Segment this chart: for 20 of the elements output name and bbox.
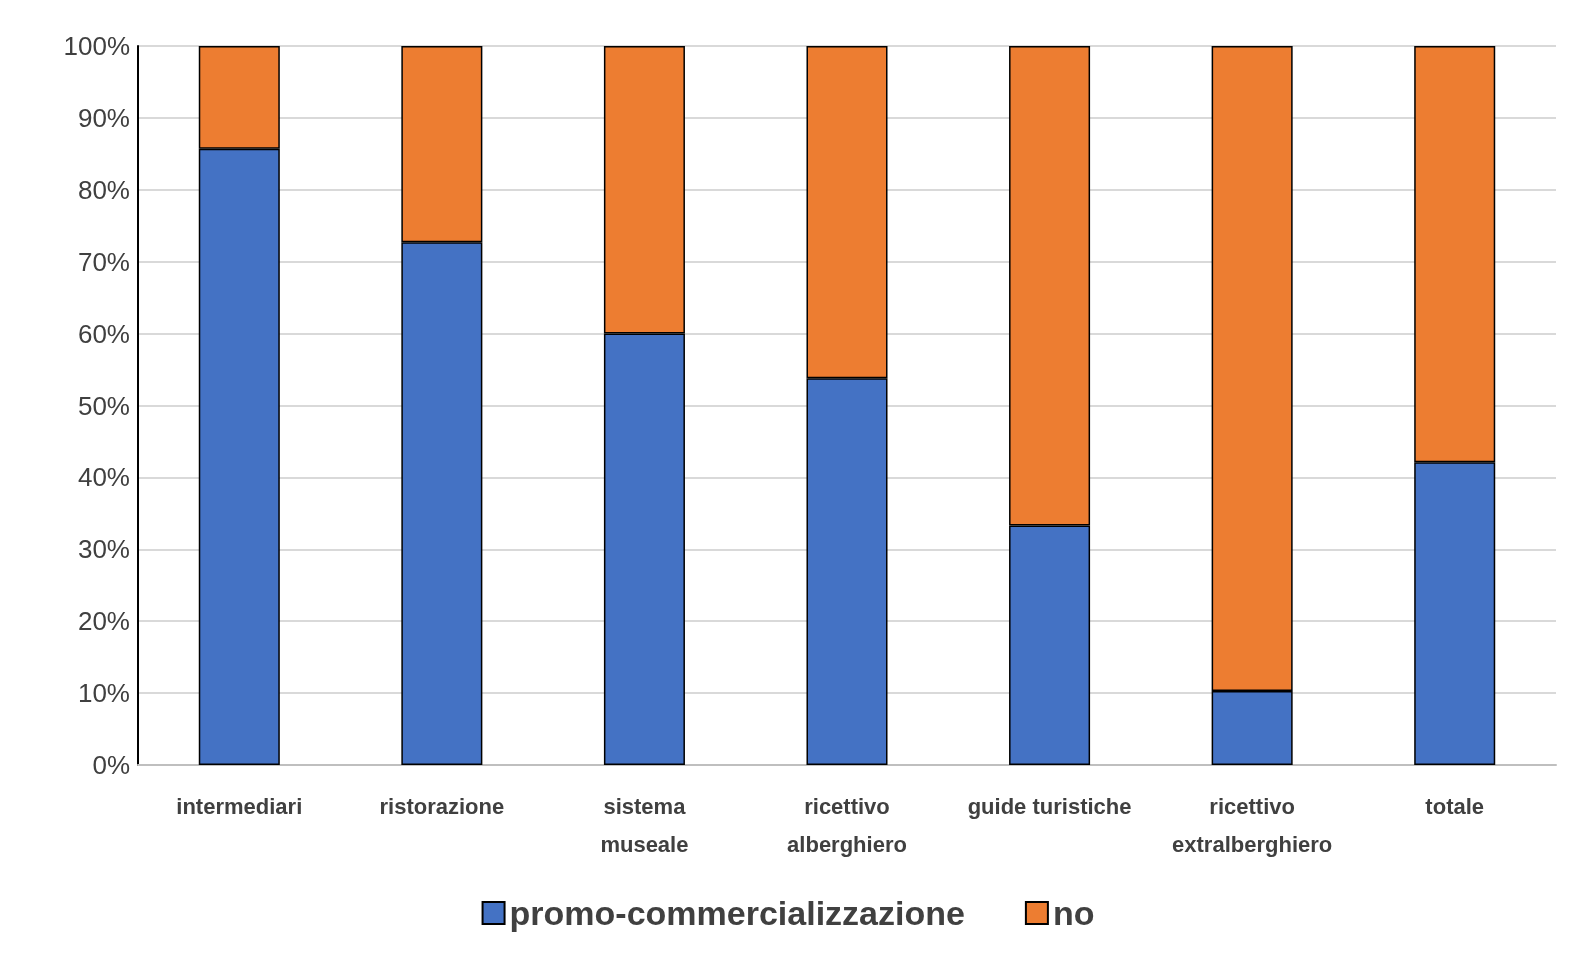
y-tick-label: 40% xyxy=(77,462,130,493)
y-tick-label: 100% xyxy=(63,31,130,61)
y-tick-label: 30% xyxy=(77,534,130,565)
x-tick-label: ricettivo extralberghiero xyxy=(1172,793,1333,857)
x-tick-label: sistema museale xyxy=(600,793,689,857)
y-tick-label: 20% xyxy=(77,606,130,637)
y-tick-label: 50% xyxy=(77,390,130,421)
legend-label: no xyxy=(1052,894,1095,932)
y-tick-label: 10% xyxy=(77,678,130,709)
x-tick-label: guide turistiche xyxy=(967,793,1132,819)
y-tick-label: 60% xyxy=(77,318,130,349)
y-tick-label: 0% xyxy=(92,750,130,780)
y-tick-label: 80% xyxy=(77,174,130,205)
legend-label: promo-commercializzazione xyxy=(509,894,965,932)
y-tick-label: 90% xyxy=(77,102,130,133)
x-tick-label: totale xyxy=(1425,793,1485,819)
x-tick-label: ristorazione xyxy=(379,793,505,819)
y-tick-label: 70% xyxy=(77,246,130,277)
x-tick-label: intermediari xyxy=(176,793,303,819)
x-tick-label: ricettivo alberghiero xyxy=(787,793,907,857)
